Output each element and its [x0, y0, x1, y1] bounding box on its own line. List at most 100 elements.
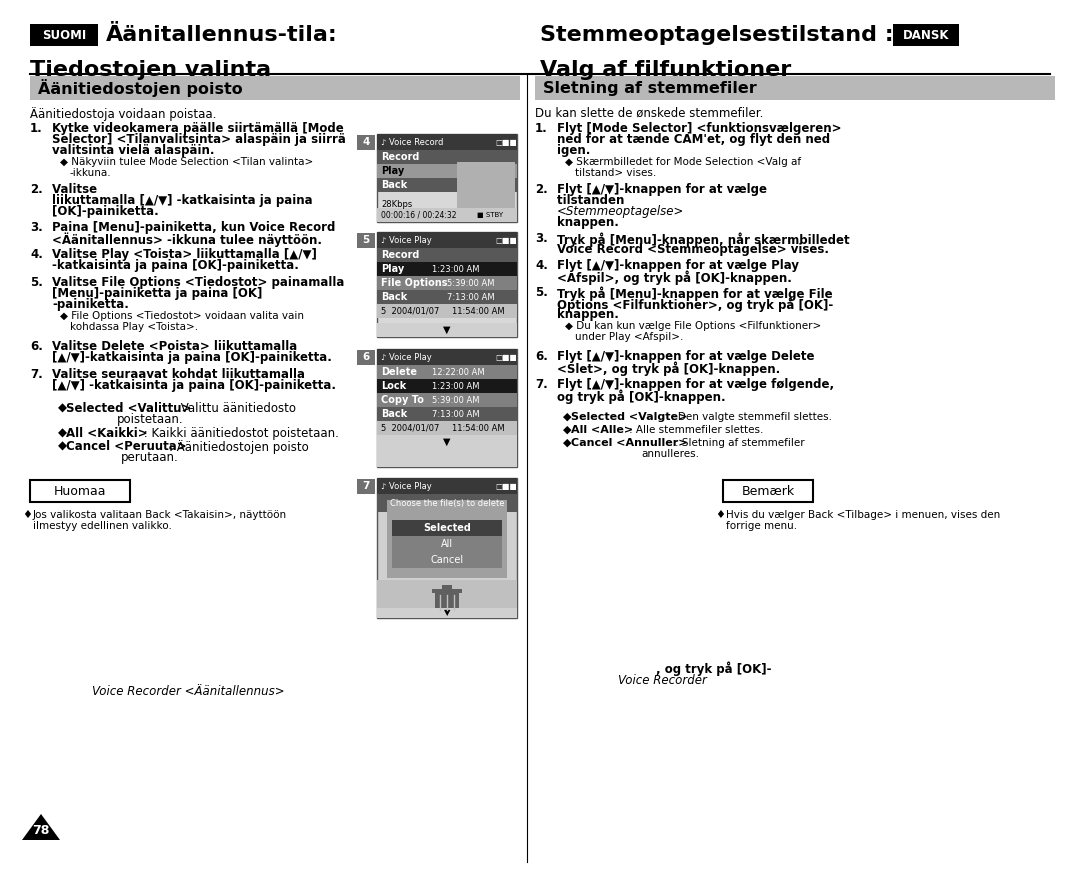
Text: 7.: 7.: [535, 378, 548, 391]
Text: ♪ Voice Play: ♪ Voice Play: [381, 236, 432, 245]
Text: Valitse Delete <Poista> liikuttamalla: Valitse Delete <Poista> liikuttamalla: [52, 340, 297, 353]
Text: Hvis du vælger Back <Tilbage> i menuen, vises den: Hvis du vælger Back <Tilbage> i menuen, …: [726, 510, 1000, 520]
Text: 5  2004/01/07: 5 2004/01/07: [381, 306, 440, 316]
Text: : Alle stemmefiler slettes.: : Alle stemmefiler slettes.: [629, 425, 764, 435]
Text: knappen.: knappen.: [557, 216, 619, 229]
Bar: [377, 379, 517, 393]
Text: All <Kaikki>: All <Kaikki>: [66, 427, 148, 440]
Bar: [377, 164, 517, 178]
Text: [Menu]-painiketta ja paina [OK]: [Menu]-painiketta ja paina [OK]: [52, 287, 262, 300]
Text: Choose the file(s) to delete: Choose the file(s) to delete: [390, 498, 504, 508]
Bar: [357, 135, 375, 150]
Text: <Stemmeoptagelse>: <Stemmeoptagelse>: [557, 205, 685, 218]
Bar: [377, 304, 517, 318]
Text: ◆ Du kan kun vælge File Options <Filfunktioner>: ◆ Du kan kun vælge File Options <Filfunk…: [565, 321, 821, 331]
Text: ◆: ◆: [58, 402, 71, 415]
Text: □■■: □■■: [495, 481, 516, 490]
Text: ♦: ♦: [22, 510, 32, 520]
Text: Sletning af stemmefiler: Sletning af stemmefiler: [543, 80, 757, 96]
Bar: [357, 233, 375, 248]
Text: 11:54:00 AM: 11:54:00 AM: [453, 306, 504, 316]
Text: 4.: 4.: [30, 248, 43, 261]
Bar: [377, 134, 517, 222]
Bar: [377, 393, 517, 407]
Text: Valg af filfunktioner: Valg af filfunktioner: [540, 60, 792, 80]
Text: Selector] <Tilanvalitsinta> alaspäin ja siirrä: Selector] <Tilanvalitsinta> alaspäin ja …: [52, 133, 346, 146]
Text: tilstand> vises.: tilstand> vises.: [575, 168, 657, 178]
Text: [▲/▼]-katkaisinta ja paina [OK]-painiketta.: [▲/▼]-katkaisinta ja paina [OK]-painiket…: [52, 351, 332, 364]
Text: Play: Play: [381, 264, 404, 274]
Bar: [377, 421, 517, 435]
Text: Lock: Lock: [381, 381, 406, 391]
Bar: [723, 480, 813, 502]
Bar: [377, 349, 517, 467]
Text: Cancel: Cancel: [431, 555, 463, 565]
Text: 1:23:00 AM: 1:23:00 AM: [432, 265, 480, 274]
Text: Tryk på [Menu]-knappen, når skærmbilledet: Tryk på [Menu]-knappen, når skærmbillede…: [557, 232, 850, 246]
Bar: [30, 24, 98, 46]
Text: Flyt [▲/▼]-knappen for at vælge Delete: Flyt [▲/▼]-knappen for at vælge Delete: [557, 350, 814, 363]
Text: igen.: igen.: [557, 144, 591, 157]
Text: Record: Record: [381, 152, 419, 162]
Text: 12:22:00 AM: 12:22:00 AM: [432, 368, 485, 377]
Text: 6.: 6.: [30, 340, 43, 353]
Bar: [377, 323, 517, 337]
Text: Flyt [▲/▼]-knappen for at vælge: Flyt [▲/▼]-knappen for at vælge: [557, 183, 767, 196]
Text: File Options: File Options: [381, 278, 447, 288]
Text: Voice Record <Stemmeoptagelse> vises.: Voice Record <Stemmeoptagelse> vises.: [557, 243, 829, 256]
Text: Tiedostojen valinta: Tiedostojen valinta: [30, 60, 271, 80]
Text: 11:54:00 AM: 11:54:00 AM: [453, 423, 504, 432]
Text: □■■: □■■: [495, 236, 516, 245]
Text: perutaan.: perutaan.: [121, 451, 179, 464]
Text: All <Alle>: All <Alle>: [571, 425, 633, 435]
Text: 00:00:16 / 00:24:32: 00:00:16 / 00:24:32: [381, 210, 457, 219]
Text: ♪ Voice Play: ♪ Voice Play: [381, 481, 432, 490]
Bar: [377, 407, 517, 421]
Bar: [377, 608, 517, 618]
Text: 6: 6: [363, 352, 369, 362]
Text: Flyt [▲/▼]-knappen for at vælge følgende,: Flyt [▲/▼]-knappen for at vælge følgende…: [557, 378, 834, 391]
Text: SUOMI: SUOMI: [42, 28, 86, 41]
Text: 78: 78: [32, 824, 50, 837]
Text: ▼: ▼: [443, 437, 450, 447]
Text: 1:23:00 AM: 1:23:00 AM: [432, 382, 480, 391]
Text: Cancel <Peruuta>: Cancel <Peruuta>: [66, 440, 187, 453]
Bar: [392, 520, 502, 536]
Text: -painiketta.: -painiketta.: [52, 298, 129, 311]
Text: Cancel <Annuller>: Cancel <Annuller>: [571, 438, 688, 448]
Text: ▼: ▼: [444, 608, 450, 618]
Bar: [377, 290, 517, 304]
Text: [OK]-painiketta.: [OK]-painiketta.: [52, 205, 159, 218]
Bar: [893, 24, 959, 46]
Bar: [377, 494, 517, 512]
Text: ◆: ◆: [563, 438, 576, 448]
Text: 5.: 5.: [30, 276, 43, 289]
Text: Valitse File Options <Tiedostot> painamalla: Valitse File Options <Tiedostot> painama…: [52, 276, 345, 289]
Text: 2.: 2.: [535, 183, 548, 196]
Bar: [377, 134, 517, 150]
Text: -ikkuna.: -ikkuna.: [70, 168, 111, 178]
Text: 3.: 3.: [535, 232, 548, 245]
Text: 6.: 6.: [535, 350, 548, 363]
Text: ■ STBY: ■ STBY: [477, 212, 503, 218]
Text: Äänitiedostojen poisto: Äänitiedostojen poisto: [38, 79, 243, 97]
Bar: [432, 589, 462, 593]
Bar: [435, 592, 459, 612]
Bar: [377, 435, 517, 449]
Text: Voice Recorder: Voice Recorder: [618, 674, 707, 687]
Text: [▲/▼] -katkaisinta ja paina [OK]-painiketta.: [▲/▼] -katkaisinta ja paina [OK]-painike…: [52, 379, 336, 392]
Text: DANSK: DANSK: [903, 28, 949, 41]
Text: 2.: 2.: [30, 183, 43, 196]
Text: Tryk på [Menu]-knappen for at vælge File: Tryk på [Menu]-knappen for at vælge File: [557, 286, 833, 301]
Text: Back: Back: [381, 292, 407, 302]
Text: valitsinta vielä alaspäin.: valitsinta vielä alaspäin.: [52, 144, 215, 157]
Text: poistetaan.: poistetaan.: [117, 413, 184, 426]
Bar: [392, 536, 502, 552]
Text: ilmestyy edellinen valikko.: ilmestyy edellinen valikko.: [33, 521, 172, 531]
Text: ♦: ♦: [715, 510, 725, 520]
Text: ◆: ◆: [58, 427, 71, 440]
Text: 1.: 1.: [535, 122, 548, 135]
Bar: [377, 365, 517, 379]
Text: All: All: [441, 539, 454, 549]
Bar: [377, 150, 517, 164]
